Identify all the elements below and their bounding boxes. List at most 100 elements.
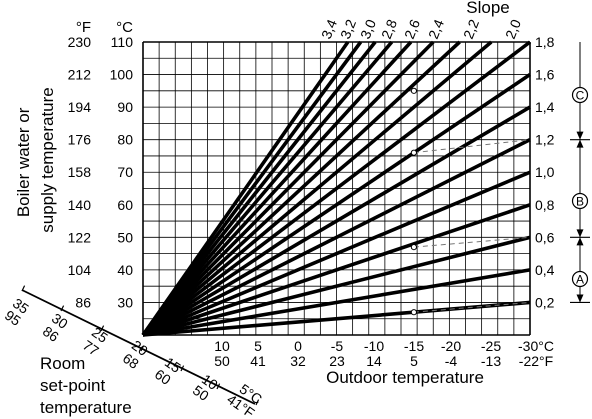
zone-arrow-down xyxy=(576,294,584,303)
curve-markers xyxy=(410,87,417,316)
x-tick-fahrenheit: 14 xyxy=(366,353,382,369)
y-tick-fahrenheit: 140 xyxy=(68,197,92,213)
y-tick-fahrenheit: 86 xyxy=(75,294,91,310)
zone-circle xyxy=(571,270,589,288)
y-tick-celsius: 80 xyxy=(117,132,133,148)
room-axis-label-line-1: Room xyxy=(40,354,85,373)
y-axis-label: Boiler water or supply temperature xyxy=(14,87,57,233)
y-tick-celsius: 100 xyxy=(110,67,134,83)
x-tick-celsius: -20 xyxy=(441,338,461,354)
y-axis-label-line-2: supply temperature xyxy=(38,87,57,233)
x-tick-fahrenheit: 32 xyxy=(290,353,306,369)
zone-arrow-up xyxy=(576,139,584,148)
x-tick-celsius: -10 xyxy=(364,338,384,354)
heating-curve-slope-0-8 xyxy=(142,203,531,337)
heating-curve-slope-1-8 xyxy=(141,40,532,337)
zone-label: C xyxy=(576,89,585,103)
room-axis-line xyxy=(21,289,256,405)
slope-label-right: 1,8 xyxy=(535,34,555,50)
zone-circle xyxy=(571,192,589,210)
y-tick-celsius: 70 xyxy=(117,164,133,180)
y-unit-fahrenheit: °F xyxy=(76,19,91,36)
room-axis-tick xyxy=(60,305,65,312)
slope-label-right: 1,2 xyxy=(535,132,555,148)
x-tick-celsius: 0 xyxy=(294,338,302,354)
y-axis-label-line-1: Boiler water or xyxy=(14,107,33,217)
zone-boundary-dash xyxy=(413,301,531,313)
heating-curve-slope-1-2 xyxy=(142,138,531,337)
heating-curve-slope-0-6 xyxy=(142,235,531,337)
heating-curve-slope-2-6 xyxy=(141,40,413,337)
curve-marker xyxy=(410,244,417,251)
slope-label-top: 2,0 xyxy=(502,17,524,41)
room-axis-label: Room set-point temperature xyxy=(40,354,132,417)
room-axis-label-line-2: set-point xyxy=(40,376,105,395)
slope-zone-brackets: C B A xyxy=(570,42,590,304)
slope-label-right: 1,6 xyxy=(535,67,555,83)
x-tick-fahrenheit: 23 xyxy=(329,353,345,369)
x-tick-fahrenheit: 50 xyxy=(214,353,230,369)
x-tick-celsius: 10 xyxy=(214,338,230,354)
zone-label: B xyxy=(576,195,584,209)
slope-label-right: 0,2 xyxy=(535,294,555,310)
zone-arrow-down xyxy=(576,131,584,140)
zone-circle xyxy=(571,86,589,104)
heating-curve-slope-2-2 xyxy=(141,40,461,337)
curve-marker xyxy=(410,309,417,316)
y-tick-fahrenheit: 122 xyxy=(68,229,92,245)
y-tick-fahrenheit: 212 xyxy=(68,67,92,83)
chart-title: Slope xyxy=(466,0,509,17)
heating-curve-slope-3-2 xyxy=(141,40,363,337)
room-axis-tick xyxy=(216,383,221,390)
x-tick-fahrenheit: -4 xyxy=(445,353,458,369)
slope-label-top: 2,8 xyxy=(378,17,400,41)
zone-label: A xyxy=(576,273,584,287)
y-tick-celsius: 30 xyxy=(117,294,133,310)
x-tick-fahrenheit: 5 xyxy=(410,353,418,369)
x-tick-celsius: -30°C xyxy=(518,338,554,354)
y-tick-fahrenheit: 176 xyxy=(68,132,92,148)
slope-label-right: 1,0 xyxy=(535,164,555,180)
y-tick-celsius: 90 xyxy=(117,99,133,115)
slope-label-right: 0,8 xyxy=(535,197,555,213)
heating-curve-slope-2-8 xyxy=(141,40,394,337)
zone-boundary-dash xyxy=(413,139,531,154)
zone-arrow-up xyxy=(576,237,584,246)
heating-curves xyxy=(141,40,532,337)
y-tick-fahrenheit: 158 xyxy=(68,164,92,180)
slope-label-top: 2,4 xyxy=(425,17,447,41)
curve-marker xyxy=(410,87,417,94)
y-unit-celsius: °C xyxy=(116,19,133,36)
y-tick-celsius: 60 xyxy=(117,197,133,213)
room-axis-tick xyxy=(180,365,185,372)
curve-marker xyxy=(410,149,417,156)
heating-curve-slope-1-6 xyxy=(141,73,532,337)
x-tick-celsius: -5 xyxy=(331,338,344,354)
heating-curve-slope-3 xyxy=(141,40,377,337)
x-tick-celsius: -25 xyxy=(481,338,501,354)
heating-curve-slope-0-2 xyxy=(142,300,531,337)
y-tick-fahrenheit: 194 xyxy=(68,99,92,115)
room-axis-label-line-3: temperature xyxy=(40,398,132,417)
chart-labels: 1102301002129019480176701586014050122401… xyxy=(2,17,555,419)
y-tick-celsius: 110 xyxy=(111,34,134,50)
slope-label-top: 2,2 xyxy=(460,17,482,41)
x-tick-celsius: 5 xyxy=(254,338,262,354)
zone-boundary-dashes xyxy=(413,139,531,313)
room-axis-tick xyxy=(100,325,105,332)
y-tick-celsius: 50 xyxy=(117,229,133,245)
slope-label-right: 0,4 xyxy=(535,262,555,278)
zone-arrow-down xyxy=(576,229,584,238)
x-tick-fahrenheit: -22°F xyxy=(519,353,553,369)
room-axis-tick xyxy=(255,399,260,406)
x-tick-celsius: -15 xyxy=(404,338,424,354)
slope-label-top: 3,2 xyxy=(337,17,359,41)
slope-label-top: 3,4 xyxy=(318,17,340,41)
heating-curve-slope-1 xyxy=(142,170,531,337)
room-axis-tick xyxy=(140,345,145,352)
y-tick-fahrenheit: 104 xyxy=(68,262,92,278)
heating-curve-slope-2 xyxy=(141,40,493,337)
heating-curve-slope-2-4 xyxy=(141,40,435,337)
heating-curve-slope-1-4 xyxy=(142,105,531,337)
